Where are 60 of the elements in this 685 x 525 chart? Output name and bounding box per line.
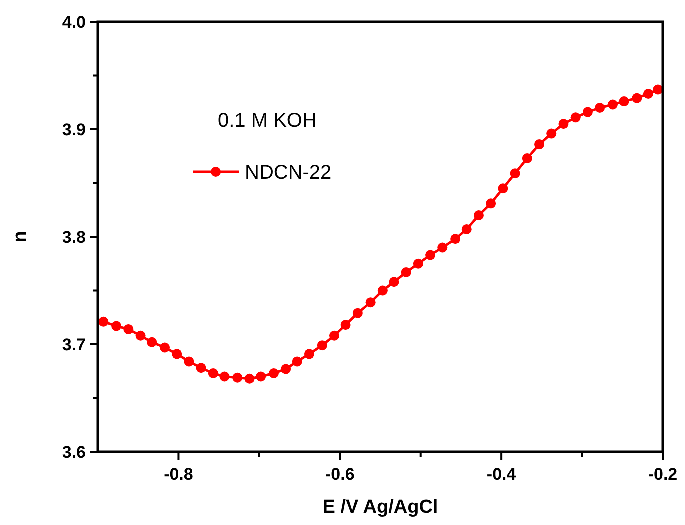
point <box>546 128 557 139</box>
point <box>184 356 194 367</box>
point <box>244 374 255 384</box>
y-tick-label: 3.6 <box>62 442 86 462</box>
point <box>643 89 654 100</box>
x-tick-label: -0.6 <box>325 465 355 484</box>
point <box>632 93 642 104</box>
point <box>438 242 448 253</box>
point <box>281 364 292 374</box>
x-tick-label: -0.4 <box>486 465 517 484</box>
point <box>268 368 279 379</box>
point <box>220 372 230 382</box>
point <box>378 286 388 296</box>
y-tick-label: 4.0 <box>62 12 86 32</box>
point <box>256 372 266 382</box>
y-tick-label: 3.7 <box>62 335 86 354</box>
point <box>172 349 182 360</box>
point <box>352 308 363 318</box>
point <box>595 103 606 113</box>
point <box>98 316 109 327</box>
point <box>426 250 436 260</box>
point <box>582 107 593 118</box>
point <box>112 321 122 332</box>
x-axis-title: E /V Ag/AgCl <box>322 497 438 518</box>
point <box>329 330 340 341</box>
point <box>450 234 461 244</box>
point <box>498 184 508 194</box>
point <box>317 340 328 351</box>
point <box>304 349 314 360</box>
point <box>462 224 472 234</box>
legend-label: NDCN-22 <box>245 162 332 184</box>
point <box>474 210 484 220</box>
point <box>136 330 146 341</box>
point <box>292 356 302 367</box>
point <box>608 100 618 110</box>
point <box>534 140 545 150</box>
point <box>653 84 664 95</box>
point <box>124 324 134 334</box>
point <box>413 258 424 269</box>
y-axis-title: n <box>10 231 31 243</box>
x-tick-label: -0.2 <box>648 465 678 484</box>
point <box>366 298 376 308</box>
y-tick-label: 3.9 <box>62 120 86 140</box>
point <box>619 96 630 107</box>
annotation: 0.1 M KOH <box>218 110 317 132</box>
point <box>160 342 170 353</box>
point <box>558 119 569 130</box>
point <box>147 337 158 348</box>
point <box>340 320 351 330</box>
point <box>522 154 532 164</box>
point <box>486 198 496 209</box>
y-tick-label: 3.8 <box>62 228 86 247</box>
point <box>401 267 412 278</box>
x-tick-label: -0.8 <box>164 465 194 484</box>
point <box>570 112 581 123</box>
point <box>232 372 243 383</box>
point <box>208 368 218 379</box>
point <box>510 168 520 179</box>
point <box>389 277 400 288</box>
point <box>196 363 206 374</box>
